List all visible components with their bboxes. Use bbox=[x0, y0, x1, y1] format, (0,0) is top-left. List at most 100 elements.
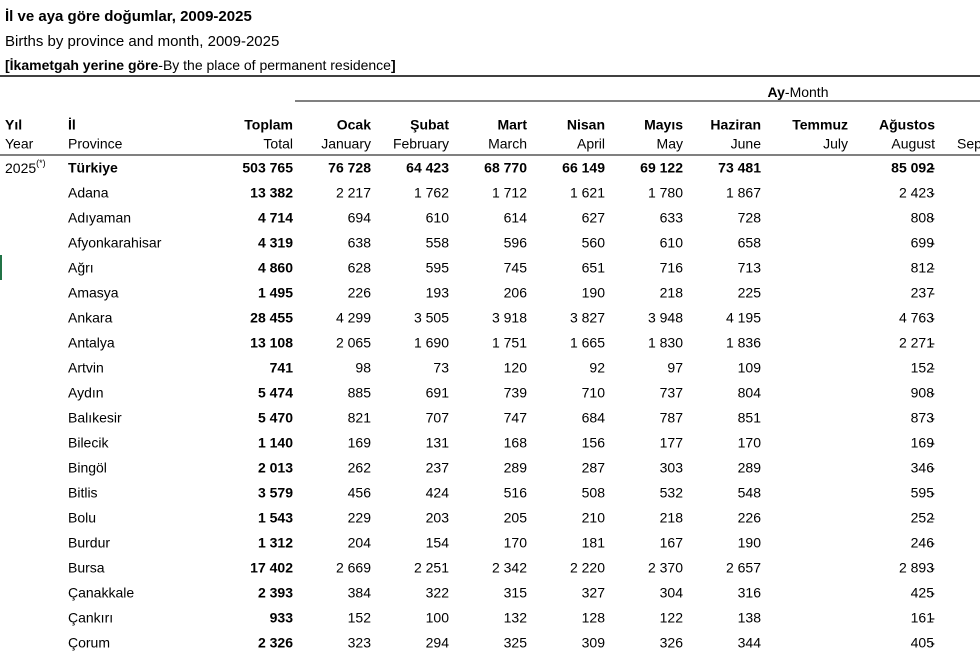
column-header: Nisan bbox=[567, 117, 605, 133]
cell: 177 bbox=[660, 435, 684, 451]
cell: 1 836 bbox=[726, 335, 761, 351]
cell: 739 bbox=[504, 385, 528, 401]
column-header: February bbox=[393, 136, 449, 152]
cell: 13 382 bbox=[250, 185, 293, 201]
cell: 100 bbox=[426, 610, 450, 626]
cell: 73 481 bbox=[718, 160, 761, 176]
cell: 170 bbox=[738, 435, 762, 451]
cell: 716 bbox=[660, 260, 684, 276]
cell: 684 bbox=[582, 410, 606, 426]
cell: - bbox=[930, 610, 935, 626]
cell: 658 bbox=[738, 235, 762, 251]
cell: 303 bbox=[660, 460, 684, 476]
column-header: Ocak bbox=[337, 117, 371, 133]
province: Adıyaman bbox=[68, 210, 131, 226]
province: Afyonkarahisar bbox=[68, 235, 162, 251]
cell: 713 bbox=[738, 260, 762, 276]
province: Bitlis bbox=[68, 485, 98, 501]
cell: 294 bbox=[426, 635, 450, 651]
cell: 206 bbox=[504, 285, 528, 301]
cell: 109 bbox=[738, 360, 762, 376]
cell: 346 bbox=[911, 460, 935, 476]
cell: 226 bbox=[738, 510, 762, 526]
cell: 4 763 bbox=[899, 310, 934, 326]
cell: 885 bbox=[348, 385, 372, 401]
cell: - bbox=[930, 260, 935, 276]
cell: 344 bbox=[738, 635, 762, 651]
cell: 1 690 bbox=[414, 335, 449, 351]
province: Amasya bbox=[68, 285, 119, 301]
cell: 169 bbox=[348, 435, 372, 451]
cell: 326 bbox=[660, 635, 684, 651]
province: Balıkesir bbox=[68, 410, 122, 426]
cell: 167 bbox=[660, 535, 684, 551]
column-header: Year bbox=[5, 136, 34, 152]
row-selector bbox=[0, 255, 2, 280]
cell: 808 bbox=[911, 210, 935, 226]
cell: - bbox=[930, 310, 935, 326]
cell: 168 bbox=[504, 435, 528, 451]
cell: - bbox=[930, 510, 935, 526]
cell: 193 bbox=[426, 285, 450, 301]
cell: 76 728 bbox=[328, 160, 371, 176]
cell: 190 bbox=[738, 535, 762, 551]
cell: - bbox=[930, 235, 935, 251]
cell: 66 149 bbox=[562, 160, 605, 176]
cell: 3 948 bbox=[648, 310, 683, 326]
note: [İkametgah yerine göre-By the place of p… bbox=[5, 57, 396, 73]
cell: 651 bbox=[582, 260, 606, 276]
cell: 1 867 bbox=[726, 185, 761, 201]
cell: 741 bbox=[270, 360, 294, 376]
column-header: April bbox=[577, 136, 605, 152]
subtitle: Births by province and month, 2009-2025 bbox=[5, 33, 279, 50]
cell: 1 621 bbox=[570, 185, 605, 201]
column-header: Şubat bbox=[410, 117, 449, 133]
cell: - bbox=[930, 185, 935, 201]
cell: 5 470 bbox=[258, 410, 293, 426]
cell: 138 bbox=[738, 610, 762, 626]
cell: 1 751 bbox=[492, 335, 527, 351]
cell: 3 918 bbox=[492, 310, 527, 326]
cell: 92 bbox=[589, 360, 605, 376]
cell: 152 bbox=[348, 610, 372, 626]
province: Antalya bbox=[68, 335, 115, 351]
column-header: Haziran bbox=[710, 117, 761, 133]
column-header: Total bbox=[263, 136, 293, 152]
cell: 161 bbox=[911, 610, 935, 626]
cell: - bbox=[930, 585, 935, 601]
cell: 728 bbox=[738, 210, 762, 226]
cell: 548 bbox=[738, 485, 762, 501]
column-header: August bbox=[891, 136, 935, 152]
cell: 98 bbox=[355, 360, 371, 376]
group-header: Ay-Month bbox=[768, 84, 829, 100]
cell: 425 bbox=[911, 585, 935, 601]
cell: 170 bbox=[504, 535, 528, 551]
cell: - bbox=[930, 535, 935, 551]
cell: 210 bbox=[582, 510, 606, 526]
province: Çanakkale bbox=[68, 585, 134, 601]
year: 2025 bbox=[5, 160, 36, 176]
cell: 218 bbox=[660, 285, 684, 301]
cell: 122 bbox=[660, 610, 684, 626]
cell: 152 bbox=[911, 360, 935, 376]
cell: 508 bbox=[582, 485, 606, 501]
cell: 532 bbox=[660, 485, 684, 501]
cell: - bbox=[930, 435, 935, 451]
cell: 2 251 bbox=[414, 560, 449, 576]
cell: 2 065 bbox=[336, 335, 371, 351]
column-header: Sep bbox=[957, 136, 980, 152]
cell: 4 299 bbox=[336, 310, 371, 326]
cell: 596 bbox=[504, 235, 528, 251]
cell: 710 bbox=[582, 385, 606, 401]
cell: 456 bbox=[348, 485, 372, 501]
cell: 304 bbox=[660, 585, 684, 601]
cell: 595 bbox=[911, 485, 935, 501]
column-header: Mart bbox=[497, 117, 527, 133]
cell: 4 714 bbox=[258, 210, 293, 226]
province: Bursa bbox=[68, 560, 105, 576]
column-header: Yıl bbox=[5, 117, 22, 133]
cell: 2 393 bbox=[258, 585, 293, 601]
cell: - bbox=[930, 285, 935, 301]
